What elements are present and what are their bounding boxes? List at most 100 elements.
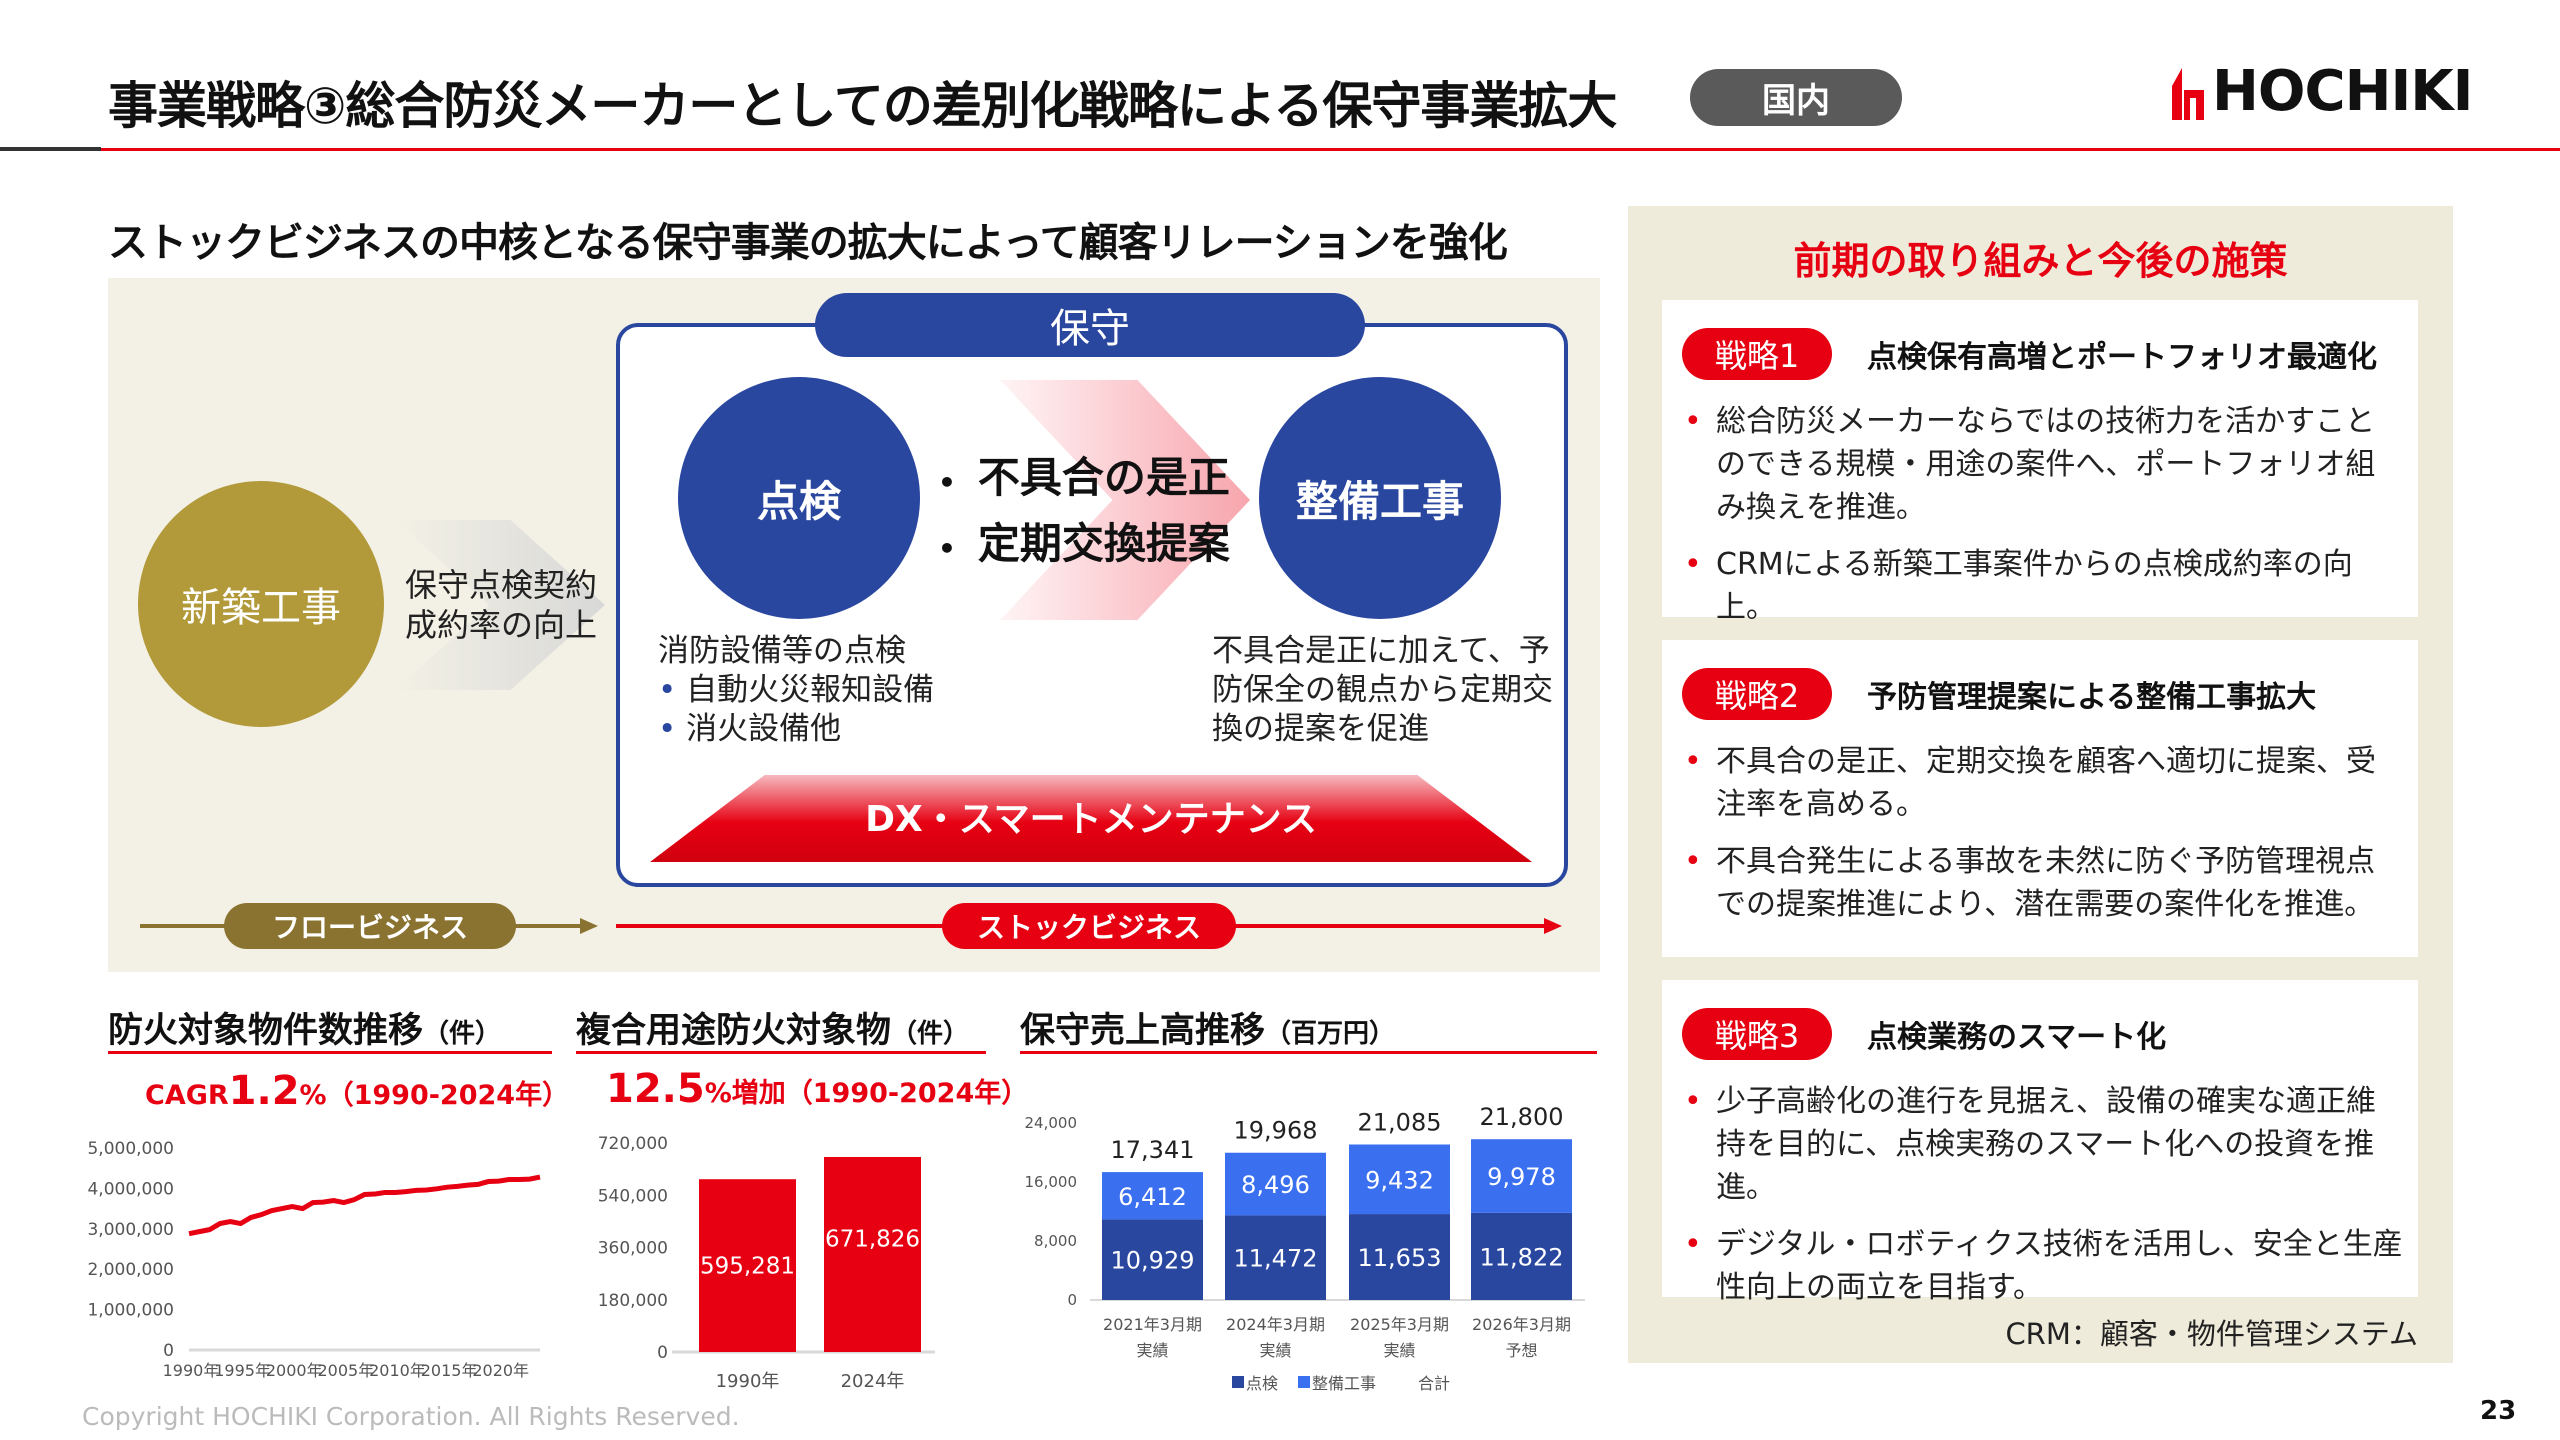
seibi-line: 換の提案を促進 [1212,711,1429,747]
x-tick-label: 実績 [1259,1341,1291,1360]
strategy-tag: 戦略2 [1682,668,1832,720]
chart3-title: 保守売上高推移（百万円） [1020,1002,1395,1053]
strategy-item: 総合防災メーカーならではの技術力を活かすことのできる規模・用途の案件へ、ポートフ… [1684,400,2404,529]
stacked-bar-segment [1471,1212,1572,1300]
tenken-item: 消火設備他 [686,711,842,747]
legend-swatch [1298,1376,1310,1388]
x-tick-label: 2020年 [472,1361,529,1380]
seibi-circle: 整備工事 [1259,377,1501,619]
y-tick-label: 5,000,000 [87,1139,174,1159]
strategy-item: 不具合発生による事故を未然に防ぐ予防管理視点での提案推進により、潜在需要の案件化… [1684,840,2404,926]
region-badge: 国内 [1690,69,1902,126]
bullet-item: 定期交換提案 [977,519,1230,568]
y-tick-label: 720,000 [598,1134,668,1154]
stacked-bar-segment [1225,1152,1326,1216]
strategy-card-3: 戦略3 点検業務のスマート化 少子高齢化の進行を見据え、設備の確実な適正維持を目… [1662,980,2418,1305]
tenken-circle: 点検 [678,377,920,619]
strategy-item: 少子高齢化の進行を見据え、設備の確実な適正維持を目的に、点検実務のスマート化への… [1684,1080,2404,1209]
stock-business-label: ストックビジネス [942,903,1236,949]
x-tick-label: 2024年3月期 [1226,1315,1325,1334]
arrow-text-line: 成約率の向上 [405,606,598,644]
chart1-unit: （件） [423,1019,502,1049]
bar-value-label: 595,281 [700,1254,795,1280]
y-tick-label: 540,000 [598,1186,668,1206]
tenken-description: 消防設備等の点検 • 自動火災報知設備 • 消火設備他 [658,633,935,747]
bar [699,1179,796,1352]
strategy-card-1: 戦略1 点検保有高増とポートフォリオ最適化 総合防災メーカーならではの技術力を活… [1662,300,2418,625]
stacked-bar-segment [1471,1139,1572,1213]
x-tick-label: 2026年3月期 [1472,1315,1571,1334]
strategy-item: CRMによる新築工事案件からの点検成約率の向上。 [1684,543,2404,629]
segment-value-label: 8,496 [1241,1171,1310,1199]
strategy-tag: 戦略3 [1682,1008,1832,1060]
strategy-item: デジタル・ロボティクス技術を活用し、安全と生産性向上の両立を目指す。 [1684,1223,2404,1309]
chart2-title-text: 複合用途防火対象物 [576,1011,892,1051]
copyright: Copyright HOCHIKI Corporation. All Right… [82,1402,740,1431]
chart2-underline [576,1051,986,1054]
strategy-heading: 点検保有高増とポートフォリオ最適化 [1867,340,2377,375]
chart3-title-text: 保守売上高推移 [1020,1011,1266,1051]
cagr-prefix: CAGR [145,1080,229,1111]
chart1-title: 防火対象物件数推移（件） [108,1002,501,1053]
stacked-bar-segment [1102,1219,1203,1300]
stock-arrow-head [1544,918,1562,934]
bar-value-label: 671,826 [825,1226,920,1252]
y-tick-label: 360,000 [598,1239,668,1259]
x-tick-label: 2000年 [266,1361,323,1380]
x-tick-label: 1990年 [163,1361,220,1380]
stacked-bar-segment [1349,1144,1450,1215]
line-series [188,1174,541,1237]
strategy-item: 不具合の是正、定期交換を顧客へ適切に提案、受注率を高める。 [1684,740,2404,826]
x-tick-label: 1995年 [214,1361,271,1380]
segment-value-label: 11,472 [1234,1245,1318,1273]
chart2-headline: 12.5%増加（1990-2024年） [606,1066,1028,1112]
segment-value-label: 9,978 [1487,1163,1556,1191]
contract-rate-text: 保守点検契約 成約率の向上 [405,565,597,645]
x-tick-label: 2015年 [421,1361,478,1380]
y-tick-label: 4,000,000 [87,1179,174,1199]
stacked-bar-segment [1349,1214,1450,1300]
segment-value-label: 11,822 [1480,1243,1564,1271]
strategy-heading: 予防管理提案による整備工事拡大 [1867,680,2317,715]
shinchiku-circle: 新築工事 [138,481,384,727]
chart2-title: 複合用途防火対象物（件） [576,1002,969,1053]
strategy-heading: 点検業務のスマート化 [1867,1020,2167,1055]
bullet-item: 不具合の是正 [977,453,1230,502]
y-tick-label: 0 [657,1343,668,1363]
strategy-panel-title: 前期の取り組みと今後の施策 [1793,239,2288,283]
legend-label: 合計 [1418,1374,1450,1393]
legend-swatch [1232,1376,1244,1388]
page-number: 23 [2480,1396,2517,1426]
x-tick-label: 実績 [1136,1341,1168,1360]
x-tick-label: 1990年 [716,1371,780,1392]
increase-suffix: %増加（1990-2024年） [704,1078,1029,1109]
legend-label: 整備工事 [1312,1374,1376,1393]
y-tick-label: 2,000,000 [87,1260,174,1280]
seibi-description: 不具合是正に加えて、予 防保全の観点から定期交 換の提案を促進 [1212,632,1553,749]
dx-smart-maintenance: DX・スマートメンテナンス [650,775,1532,862]
header-divider [0,148,2560,151]
stacked-bar-segment [1225,1215,1326,1300]
legend-label: 点検 [1246,1374,1278,1393]
chart1-title-text: 防火対象物件数推移 [108,1011,424,1051]
increase-value: 12.5 [606,1066,705,1112]
segment-value-label: 6,412 [1118,1183,1187,1211]
y-tick-label: 0 [1067,1291,1077,1309]
segment-value-label: 10,929 [1111,1247,1195,1275]
strategy-card-2: 戦略2 予防管理提案による整備工事拡大 不具合の是正、定期交換を顧客へ適切に提案… [1662,640,2418,957]
hoshu-header: 保守 [815,293,1365,357]
total-value-label: 19,968 [1234,1117,1318,1145]
section-subtitle: ストックビジネスの中核となる保守事業の拡大によって顧客リレーションを強化 [108,220,1508,266]
chart3-underline [1020,1051,1597,1054]
x-tick-label: 予想 [1505,1341,1537,1360]
x-tick-label: 実績 [1383,1341,1415,1360]
logo-mark-icon [2172,68,2204,120]
logo-text: HOCHIKI [2212,59,2474,124]
key-bullets: • 不具合の是正 • 定期交換提案 [938,453,1230,568]
tenken-lead: 消防設備等の点検 [658,633,906,669]
tenken-item: 自動火災報知設備 [686,672,935,708]
segment-value-label: 11,653 [1358,1244,1442,1272]
segment-value-label: 9,432 [1365,1166,1434,1194]
y-tick-label: 180,000 [598,1291,668,1311]
